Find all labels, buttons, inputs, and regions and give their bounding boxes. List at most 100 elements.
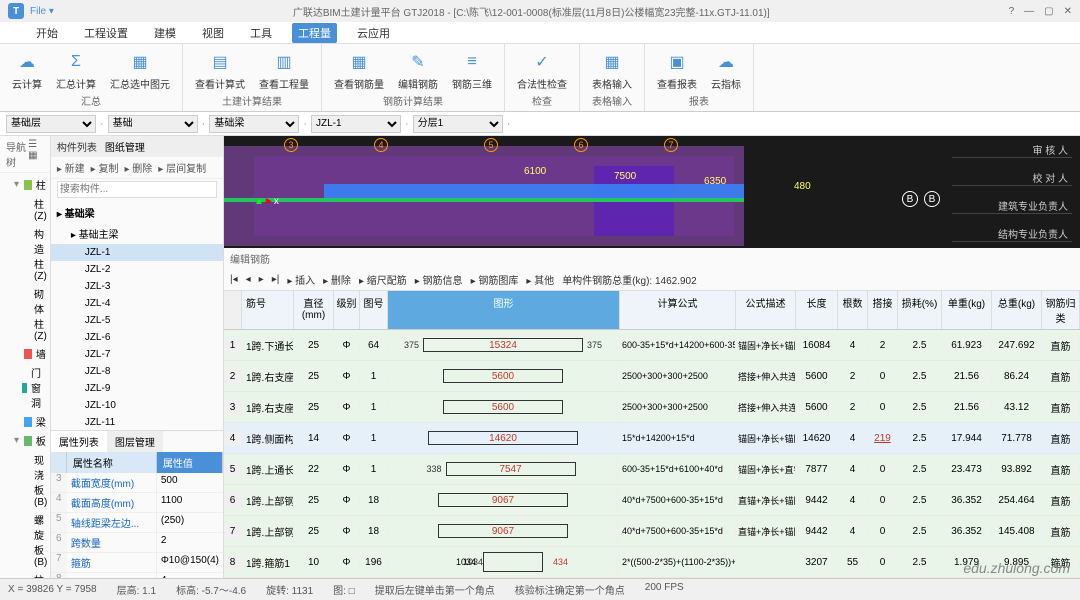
selector-基础[interactable]: 基础 [108,115,198,133]
nav-first-icon[interactable]: |◂ [230,274,238,285]
nav-last-icon[interactable]: ▸| [272,274,280,285]
component-JZL-3[interactable]: JZL-3 [51,278,223,295]
menu-视图[interactable]: 视图 [196,23,230,43]
ribbon-表格输入[interactable]: ▦表格输入 [588,48,636,93]
minimize-icon[interactable]: — [1024,6,1034,17]
component-search[interactable] [57,181,217,198]
tree-板[interactable]: ▾板 [0,431,50,450]
tree-柱帽(V)[interactable]: 柱帽(V) [0,570,50,578]
selector-分层1[interactable]: 分层1 [413,115,503,133]
prop-value[interactable]: 500 [157,473,223,492]
dt-插入[interactable]: ▸ 插入 [287,272,315,287]
component-JZL-9[interactable]: JZL-9 [51,380,223,397]
mid-tb-复制[interactable]: ▸ 复制 [91,160,119,175]
prop-name: 截面高度(mm) [67,493,157,512]
mid-tb-新建[interactable]: ▸ 新建 [57,160,85,175]
menu-开始[interactable]: 开始 [30,23,64,43]
component-JZL-6[interactable]: JZL-6 [51,329,223,346]
ribbon-汇总选中图元[interactable]: ▦汇总选中图元 [106,48,174,93]
钢筋三维-icon: ≡ [460,50,484,74]
table-row[interactable]: 61跨.上部钢筋125Φ18906740*d+7500+600-35+15*d直… [224,485,1080,516]
component-基础主梁[interactable]: ▸ 基础主梁 [51,223,223,244]
ribbon-云计算[interactable]: ☁云计算 [8,48,46,93]
prop-value[interactable]: (250) [157,513,223,532]
dt-钢筋信息[interactable]: ▸ 钢筋信息 [415,272,463,287]
menu-工程设置[interactable]: 工程设置 [78,23,134,43]
ribbon-编辑钢筋[interactable]: ✎编辑钢筋 [394,48,442,93]
close-icon[interactable]: ✕ [1064,6,1072,17]
ribbon-查看工程量[interactable]: ▥查看工程量 [255,48,313,93]
ribbon-钢筋三维[interactable]: ≡钢筋三维 [448,48,496,93]
tree-梁[interactable]: 梁 [0,412,50,431]
col-header: 直径(mm) [294,291,334,329]
nav-prev-icon[interactable]: ◂ [246,274,251,285]
tree-墙[interactable]: 墙 [0,344,50,363]
tree-砌体柱(Z)[interactable]: 砌体柱(Z) [0,284,50,344]
mid-tab-构件列表[interactable]: 构件列表 [57,139,97,154]
dt-删除[interactable]: ▸ 删除 [323,272,351,287]
mid-tab-图纸管理[interactable]: 图纸管理 [105,139,145,154]
rebar-tab[interactable]: 编辑钢筋 [224,248,1080,269]
component-JZL-5[interactable]: JZL-5 [51,312,223,329]
table-row[interactable]: 11跨.下通长筋125Φ6437515324375600-35+15*d+142… [224,330,1080,361]
file-menu[interactable]: File ▾ [30,6,54,17]
table-row[interactable]: 31跨.右支座筋225Φ156002500+300+300+2500搭接+伸入共… [224,392,1080,423]
help-icon[interactable]: ? [1009,6,1015,17]
menu-工程量[interactable]: 工程量 [292,23,337,43]
component-基础梁[interactable]: ▸ 基础梁 [51,202,223,223]
maximize-icon[interactable]: ▢ [1044,6,1053,17]
viewport-3d[interactable]: 610075006350480▲►x34567 审 核 人校 对 人建筑专业负责… [224,136,1080,248]
mid-tb-删除[interactable]: ▸ 删除 [124,160,152,175]
status-item: 图: □ [333,582,355,597]
tree-柱[interactable]: ▾柱 [0,175,50,194]
tree-柱(Z)[interactable]: 柱(Z) [0,194,50,224]
ribbon-查看报表[interactable]: ▣查看报表 [653,48,701,93]
prop-value[interactable]: 1100 [157,493,223,512]
component-JZL-7[interactable]: JZL-7 [51,346,223,363]
component-JZL-10[interactable]: JZL-10 [51,397,223,414]
component-JZL-8[interactable]: JZL-8 [51,363,223,380]
ribbon-汇总计算[interactable]: Σ汇总计算 [52,48,100,93]
dt-缩尺配筋[interactable]: ▸ 缩尺配筋 [359,272,407,287]
mid-tb-层间复制[interactable]: ▸ 层间复制 [158,160,206,175]
selector-基础层[interactable]: 基础层 [6,115,96,133]
查看工程量-icon: ▥ [272,50,296,74]
prop-tab-图层管理[interactable]: 图层管理 [107,431,163,452]
tree-门窗洞[interactable]: 门窗洞 [0,363,50,412]
col-header: 图号 [360,291,388,329]
ribbon-查看钢筋量[interactable]: ▦查看钢筋量 [330,48,388,93]
tree-构造柱(Z)[interactable]: 构造柱(Z) [0,224,50,284]
table-row[interactable]: 51跨.上通长筋122Φ13387547600-35+15*d+6100+40*… [224,454,1080,485]
window-title: 广联达BIM土建计量平台 GTJ2018 - [C:\陈飞\12-001-000… [54,4,1009,19]
prop-value[interactable]: 4 [157,573,223,578]
status-item: 200 FPS [645,582,684,597]
ribbon-group-label: 土建计算结果 [191,93,313,108]
prop-tab-属性列表[interactable]: 属性列表 [51,431,107,452]
component-JZL-2[interactable]: JZL-2 [51,261,223,278]
tree-toggle-icon[interactable]: ☰ ▦ [28,139,44,169]
tree-螺旋板(B)[interactable]: 螺旋板(B) [0,510,50,570]
menu-云应用[interactable]: 云应用 [351,23,396,43]
table-row[interactable]: 41跨.侧面构造筋114Φ11462015*d+14200+15*d锚固+净长+… [224,423,1080,454]
查看钢筋量-icon: ▦ [347,50,371,74]
selector-JZL-1[interactable]: JZL-1 [311,115,401,133]
component-JZL-1[interactable]: JZL-1 [51,244,223,261]
ribbon-查看计算式[interactable]: ▤查看计算式 [191,48,249,93]
dt-其他[interactable]: ▸ 其他 [526,272,554,287]
tree-现浇板(B)[interactable]: 现浇板(B) [0,450,50,510]
ribbon-云指标[interactable]: ☁云指标 [707,48,745,93]
table-row[interactable]: 71跨.上部钢筋225Φ18906740*d+7500+600-35+15*d直… [224,516,1080,547]
table-row[interactable]: 81跨.箍筋110Φ196103410344342*((500-2*35)+(1… [224,547,1080,578]
prop-value[interactable]: 2 [157,533,223,552]
dt-钢筋图库[interactable]: ▸ 钢筋图库 [471,272,519,287]
table-row[interactable]: 21跨.右支座筋125Φ156002500+300+300+2500搭接+伸入共… [224,361,1080,392]
云计算-icon: ☁ [15,50,39,74]
menu-建模[interactable]: 建模 [148,23,182,43]
selector-基础梁[interactable]: 基础梁 [209,115,299,133]
ribbon-合法性检查[interactable]: ✓合法性检查 [513,48,571,93]
prop-value[interactable]: Φ10@150(4) [157,553,223,572]
menu-工具[interactable]: 工具 [244,23,278,43]
component-JZL-11[interactable]: JZL-11 [51,414,223,430]
nav-next-icon[interactable]: ▸ [259,274,264,285]
component-JZL-4[interactable]: JZL-4 [51,295,223,312]
